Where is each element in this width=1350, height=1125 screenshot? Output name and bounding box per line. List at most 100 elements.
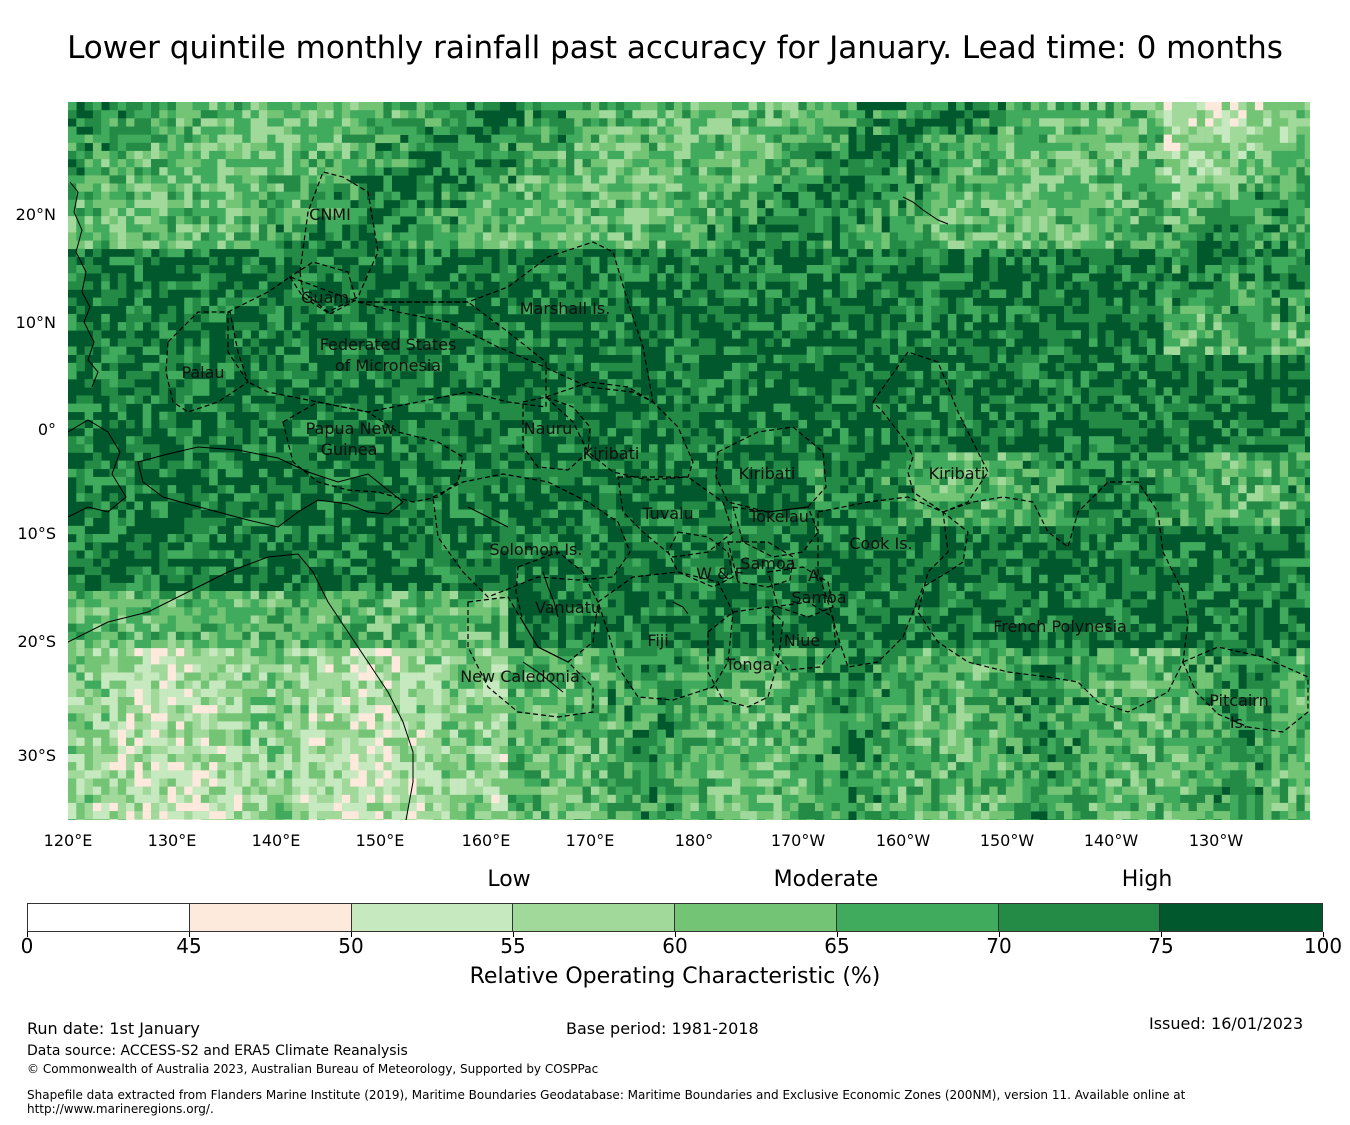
region-label: W & F: [696, 564, 744, 583]
region-label: Marshall Is.: [520, 299, 611, 318]
french-polynesia-eez: [917, 481, 1189, 713]
vanuatu-eez: [515, 551, 599, 663]
fiji: [672, 601, 689, 615]
micronesia-eez: [227, 276, 547, 413]
legend-category-low: Low: [487, 867, 531, 892]
lon-label: 120°E: [43, 831, 93, 850]
tonga-eez: [707, 606, 784, 708]
samoa-eez: [727, 541, 794, 588]
colorbar-tick-mark: [189, 932, 190, 937]
niue-eez: [772, 601, 837, 671]
lon-label: 150°W: [979, 831, 1035, 850]
region-label: Fiji: [647, 631, 668, 650]
lon-label: 140°W: [1083, 831, 1139, 850]
roc-map: CNMI Guam Marshall Is. Federated States of M…: [68, 102, 1310, 820]
australia-coastline: [68, 553, 414, 820]
tuvalu-eez: [617, 476, 734, 558]
lat-label: 10°S: [17, 524, 56, 543]
colorbar-tick-label: 55: [500, 934, 526, 958]
colorbar-segment: [1160, 904, 1322, 931]
roc-map-canvas: CNMI Guam Marshall Is. Federated States of M…: [68, 102, 1310, 820]
american-samoa-eez: [767, 566, 834, 618]
tokelau-eez: [732, 506, 819, 558]
lat-label: 10°N: [15, 313, 56, 332]
region-label: Kiribati: [583, 444, 640, 463]
region-label: Pitcairn: [1209, 691, 1269, 710]
pitcairn-eez: [1182, 646, 1309, 733]
colorbar-segment: [189, 904, 352, 931]
colorbar-tick-label: 45: [176, 934, 202, 958]
region-label: Niue: [784, 631, 820, 650]
colorbar-segment: [28, 904, 190, 931]
colorbar-tick-label: 70: [986, 934, 1012, 958]
colorbar: [27, 903, 1323, 932]
lat-label: 0°: [37, 420, 56, 439]
region-label: Federated States: [320, 335, 457, 354]
region-label: of Micronesia: [335, 356, 441, 375]
lat-label: 30°S: [17, 746, 56, 765]
region-label: Is.: [1230, 713, 1248, 732]
marshall-eez: [357, 241, 654, 404]
colorbar-segment: [351, 904, 514, 931]
copyright: © Commonwealth of Australia 2023, Austra…: [27, 1062, 599, 1076]
lon-label: 180°: [674, 831, 714, 850]
region-label: Samoa: [740, 554, 795, 573]
solomon-eez: [432, 473, 631, 598]
colorbar-tick-mark: [675, 932, 676, 937]
colorbar-tick-label: 75: [1148, 934, 1174, 958]
colorbar-tick-mark: [351, 932, 352, 937]
colorbar-tick-label: 65: [824, 934, 850, 958]
region-label: A.: [808, 566, 824, 585]
colorbar-tick-label: 60: [662, 934, 688, 958]
wallis-futuna-eez: [667, 531, 734, 588]
nauru-eez: [522, 396, 591, 471]
cnmi-eez: [299, 171, 379, 313]
lon-label: 170°E: [565, 831, 615, 850]
region-label: Kiribati: [739, 464, 796, 483]
philippines-coastline: [69, 181, 99, 388]
legend-category-moderate: Moderate: [773, 867, 879, 892]
colorbar-tick-mark: [837, 932, 838, 937]
lon-label: 160°W: [875, 831, 931, 850]
colorbar-segment: [836, 904, 999, 931]
region-label: Samoa: [791, 588, 846, 607]
region-label: Palau: [181, 363, 224, 382]
colorbar-tick-label: 0: [20, 934, 34, 958]
lon-label: 150°E: [355, 831, 405, 850]
region-label: Papua New: [306, 419, 395, 438]
base-period: Base period: 1981-2018: [566, 1019, 759, 1038]
lat-label: 20°S: [17, 632, 56, 651]
region-label: Tokelau: [748, 507, 809, 526]
lon-label: 130°W: [1188, 831, 1244, 850]
solomon-islands: [467, 506, 509, 528]
lon-label: 130°E: [147, 831, 197, 850]
lon-label: 170°W: [770, 831, 826, 850]
region-label: Guam: [301, 288, 349, 307]
borneo-coastline: [68, 419, 127, 518]
lat-label: 20°N: [15, 205, 56, 224]
palau-eez: [165, 311, 249, 413]
new-guinea-coastline: [137, 446, 404, 528]
run-date: Run date: 1st January: [27, 1019, 200, 1038]
region-label: Cook Is.: [849, 534, 912, 553]
shapefile-credit: Shapefile data extracted from Flanders M…: [27, 1088, 1186, 1102]
region-label: New Caledonia: [460, 667, 580, 686]
vanuatu: [542, 571, 559, 618]
kiribati-phoenix-eez: [715, 426, 827, 513]
legend-category-high: High: [1121, 867, 1173, 892]
colorbar-tick-mark: [999, 932, 1000, 937]
colorbar-segment: [513, 904, 675, 931]
data-source: Data source: ACCESS-S2 and ERA5 Climate …: [27, 1043, 408, 1059]
region-label: French Polynesia: [993, 617, 1127, 636]
region-label: Tuvalu: [641, 504, 693, 523]
region-label: CNMI: [309, 205, 351, 224]
lon-label: 140°E: [251, 831, 301, 850]
kiribati-gilbert-eez: [544, 381, 694, 481]
colorbar-tick-label: 100: [1303, 934, 1343, 958]
region-label: Kiribati: [929, 464, 986, 483]
shapefile-url: http://www.marineregions.org/.: [27, 1102, 214, 1116]
colorbar-segment: [675, 904, 837, 931]
region-label: Vanuatu: [535, 598, 601, 617]
kiribati-line-eez: [872, 351, 989, 513]
lon-label: 160°E: [461, 831, 511, 850]
